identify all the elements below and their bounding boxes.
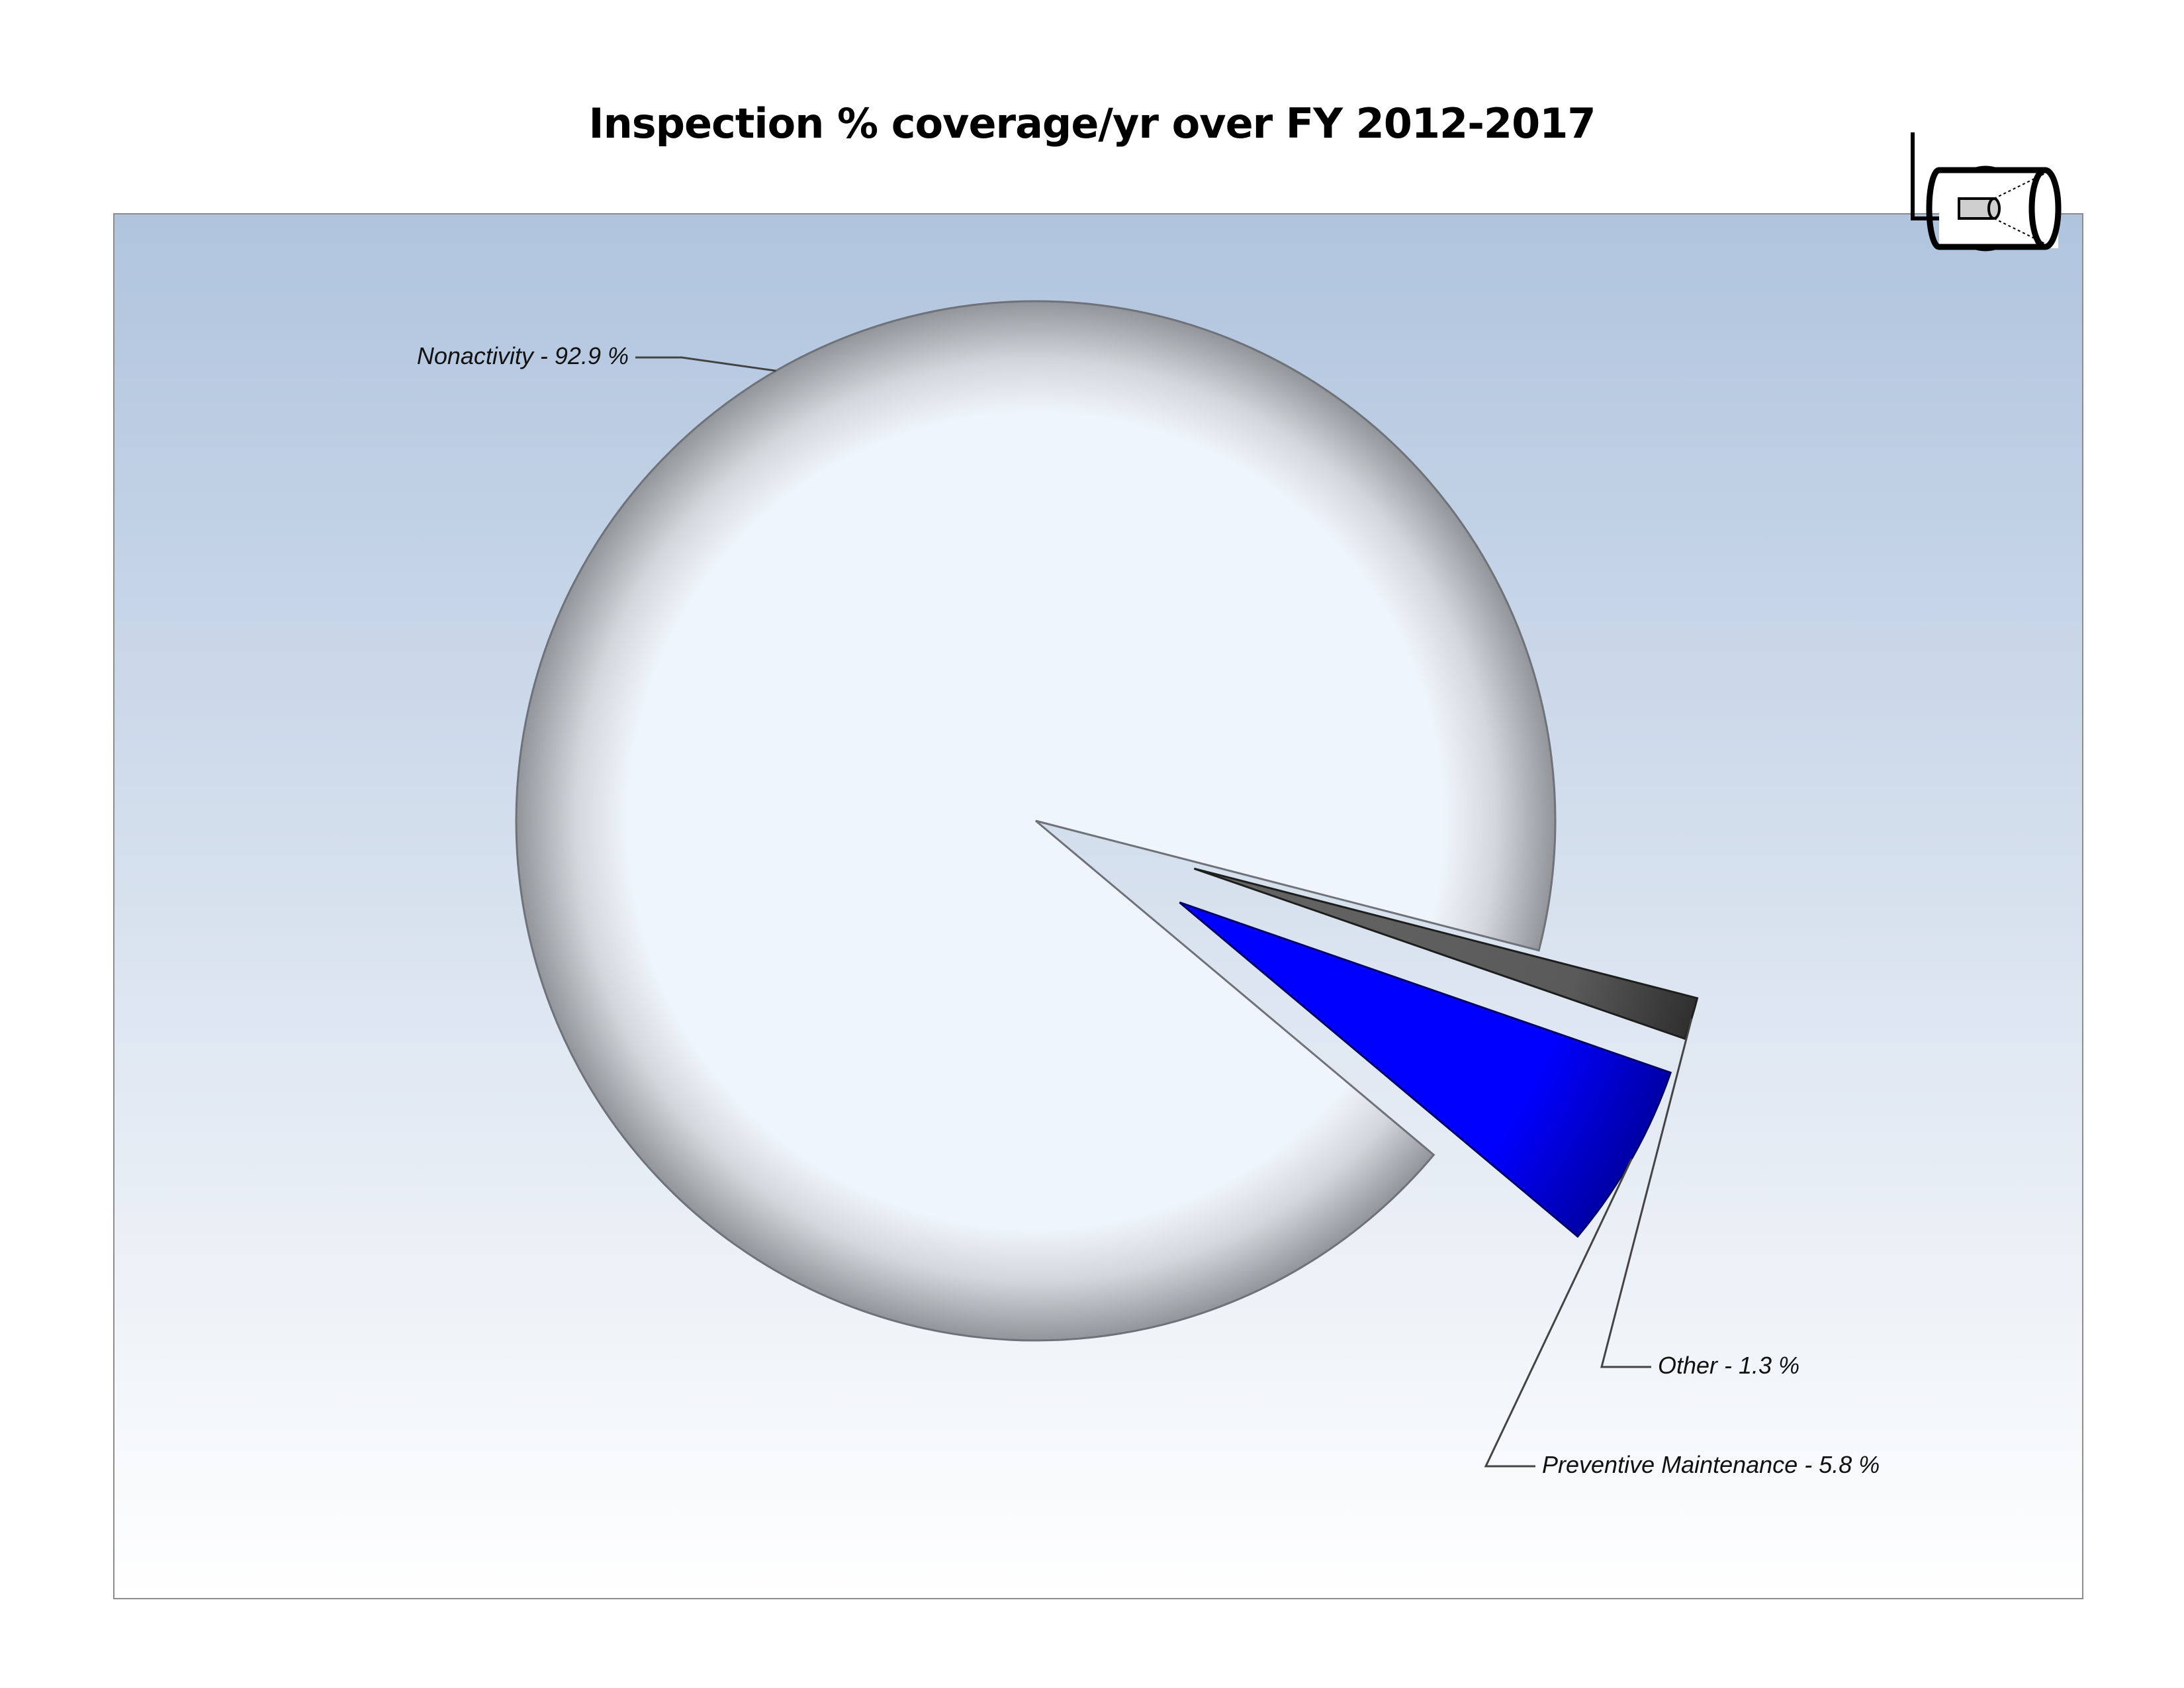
leader-line-nonactivity	[635, 356, 776, 372]
slice-label-other: Other - 1.3 %	[1658, 1352, 1799, 1379]
slice-label-nonactivity: Nonactivity - 92.9 %	[417, 342, 629, 369]
camera-icon	[1911, 132, 2062, 252]
leader-line-preventive-maintenance	[1484, 1158, 1633, 1468]
pie-slice-nonactivity	[515, 300, 1557, 1342]
slice-label-preventive-maintenance: Preventive Maintenance - 5.8 %	[1542, 1451, 1880, 1478]
chart-title: Inspection % coverage/yr over FY 2012-20…	[588, 99, 1596, 148]
pie-slice-preventive-maintenance	[1179, 901, 1672, 1239]
leader-line-other	[1600, 1018, 1693, 1368]
